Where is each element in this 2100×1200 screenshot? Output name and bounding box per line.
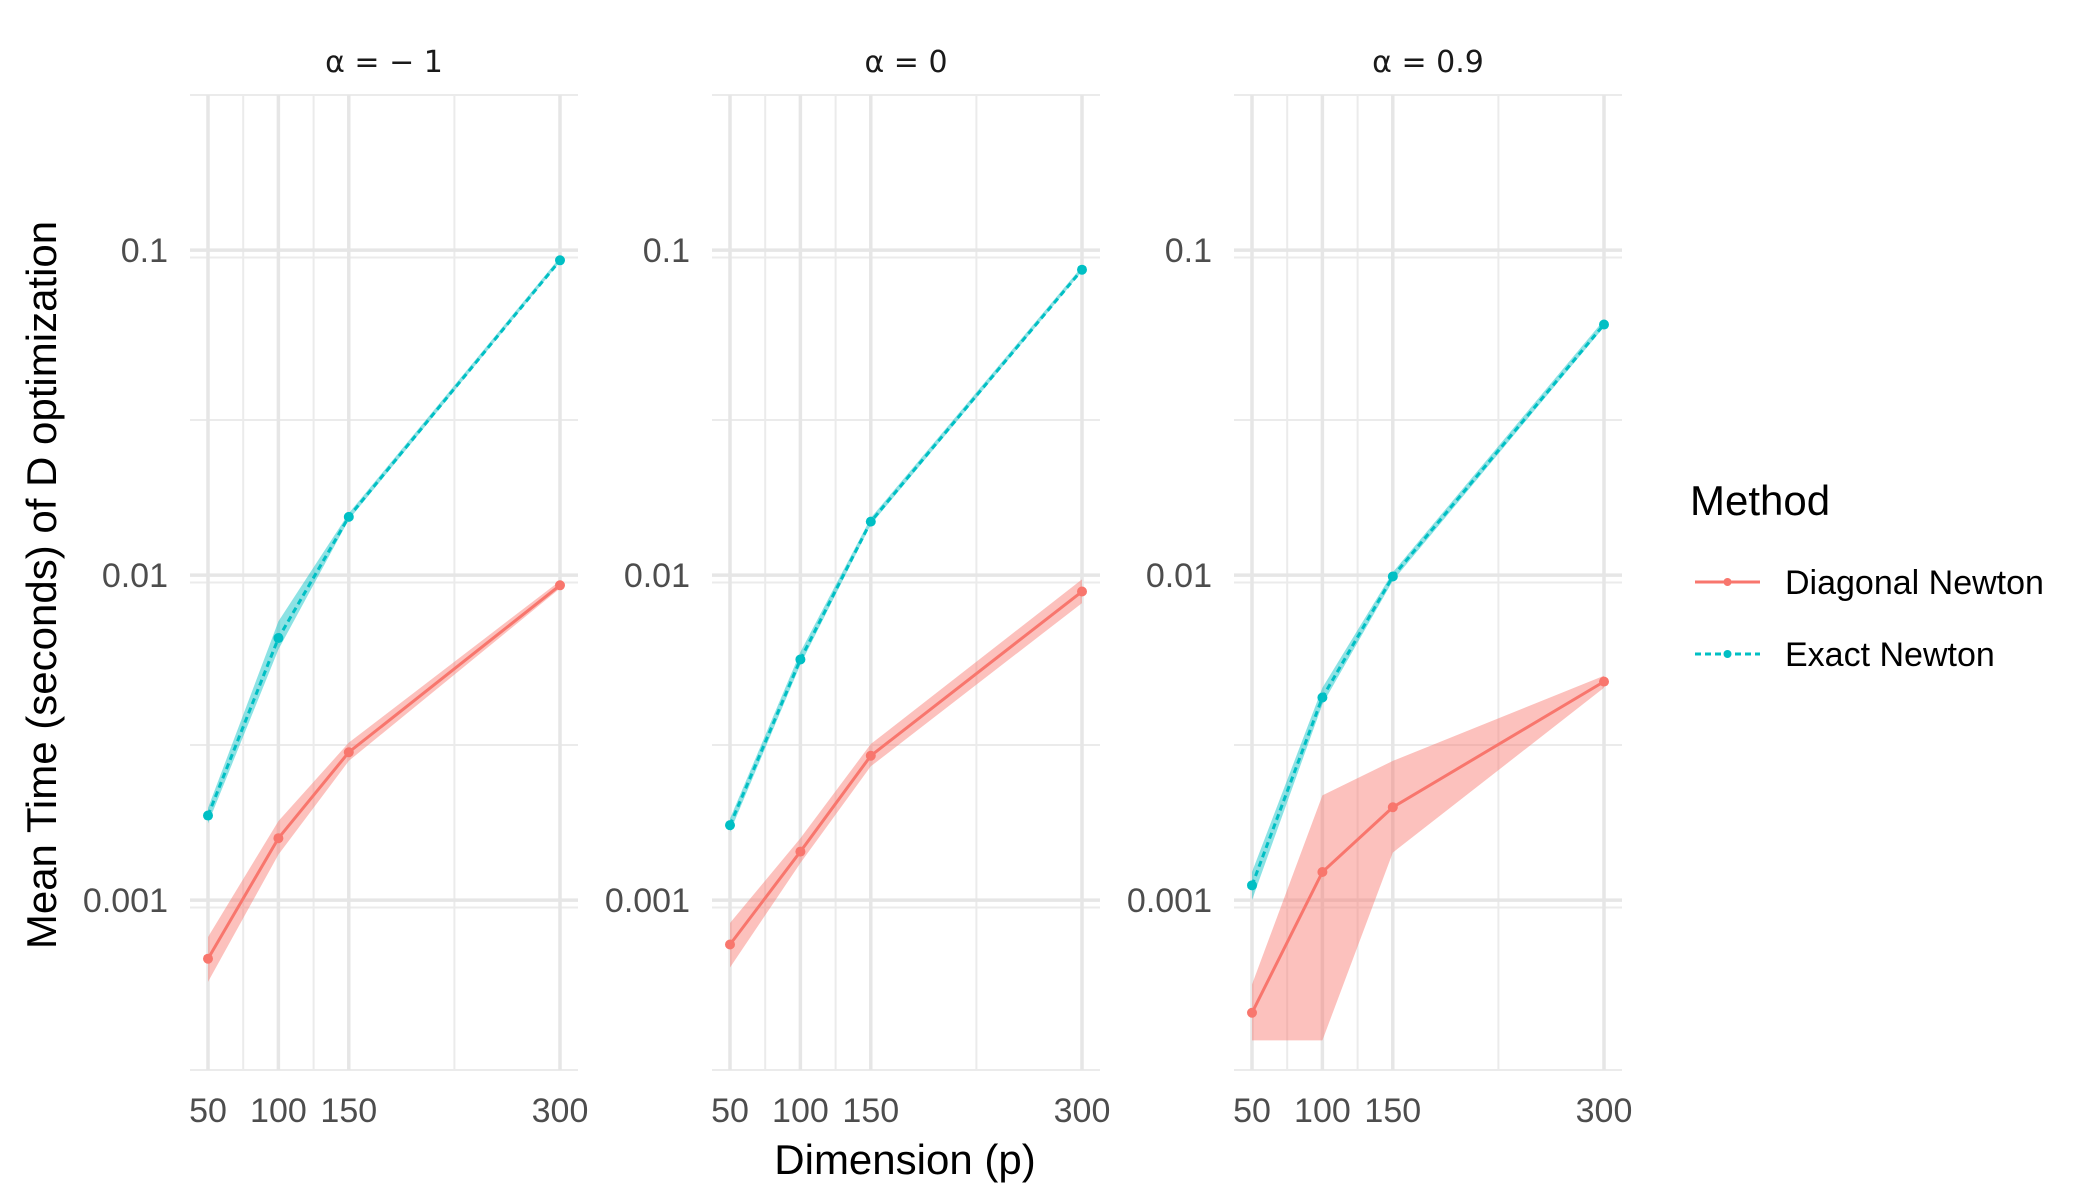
series-line-exact-newton [728, 268, 1084, 826]
panel-2: α = 0 0.001 0.01 0.1 50 100 150 300 [605, 45, 1110, 1130]
y-axis-title: Mean Time (seconds) of D optimization [18, 221, 65, 949]
y-tick-label: 0.1 [1165, 232, 1212, 270]
panel-3: α = 0.9 0.001 0.01 0.1 50 100 150 300 [1127, 45, 1632, 1130]
legend-item-diagonal-newton: Diagonal Newton [1695, 564, 2044, 602]
series-line-exact-newton [206, 259, 562, 817]
confidence-band-exact-newton [208, 257, 560, 824]
legend-key-point-diagonal-newton [1723, 578, 1732, 586]
data-point-diagonal-newton [795, 846, 806, 857]
data-point-diagonal-newton [273, 833, 284, 844]
chart-panels: α = − 1 0.001 0.01 0.1 50 100 150 300 α = 0 0.001… [83, 45, 1632, 1130]
x-tick-label: 50 [1233, 1092, 1271, 1130]
confidence-band-diagonal-newton [730, 579, 1082, 968]
x-tick-label: 100 [250, 1092, 307, 1130]
confidence-band-exact-newton [730, 266, 1082, 832]
data-point-diagonal-newton [1317, 866, 1328, 877]
data-point-exact-newton [1077, 264, 1087, 275]
x-tick-label: 50 [189, 1092, 227, 1130]
y-tick-label: 0.01 [624, 557, 690, 595]
x-tick-label: 150 [320, 1092, 377, 1130]
series-line-diagonal-newton [206, 584, 561, 960]
y-tick-label: 0.01 [102, 557, 168, 595]
data-point-exact-newton [795, 654, 806, 665]
x-tick-label: 50 [711, 1092, 749, 1130]
data-point-exact-newton [1247, 880, 1257, 891]
legend-title: Method [1690, 477, 1830, 524]
data-point-diagonal-newton [1599, 676, 1609, 687]
legend-label-exact-newton: Exact Newton [1785, 636, 1995, 674]
y-tick-label: 0.001 [1127, 882, 1212, 920]
data-point-diagonal-newton [865, 750, 876, 761]
confidence-band-diagonal-newton [1252, 675, 1604, 1041]
data-point-diagonal-newton [555, 580, 565, 591]
x-tick-label: 300 [1054, 1092, 1111, 1130]
x-tick-label: 150 [842, 1092, 899, 1130]
x-tick-label: 300 [1576, 1092, 1633, 1130]
x-tick-label: 100 [1294, 1092, 1351, 1130]
panel-strip-label: α = − 1 [325, 45, 443, 80]
data-point-exact-newton [273, 633, 284, 644]
series-line-exact-newton [1250, 323, 1606, 886]
data-point-diagonal-newton [1077, 586, 1087, 597]
legend-label-diagonal-newton: Diagonal Newton [1785, 564, 2044, 602]
y-tick-label: 0.01 [1146, 557, 1212, 595]
y-tick-label: 0.1 [643, 232, 690, 270]
data-point-diagonal-newton [343, 747, 354, 758]
series-line-diagonal-newton [1250, 680, 1605, 1014]
panel-1: α = − 1 0.001 0.01 0.1 50 100 150 300 [83, 45, 588, 1130]
data-point-exact-newton [1387, 571, 1398, 582]
panel-strip-label: α = 0 [864, 45, 947, 80]
data-point-diagonal-newton [1387, 802, 1398, 813]
data-point-exact-newton [343, 511, 354, 522]
x-tick-label: 150 [1364, 1092, 1421, 1130]
legend: Method Diagonal Newton Exact Newton [1690, 477, 2044, 674]
data-point-exact-newton [1599, 319, 1609, 330]
series-line-diagonal-newton [728, 590, 1083, 946]
x-tick-label: 300 [532, 1092, 589, 1130]
y-tick-label: 0.001 [605, 882, 690, 920]
data-point-diagonal-newton [203, 953, 213, 964]
x-axis-title: Dimension (p) [774, 1136, 1035, 1183]
data-point-diagonal-newton [1247, 1007, 1257, 1018]
y-tick-label: 0.001 [83, 882, 168, 920]
data-point-exact-newton [203, 810, 213, 821]
data-point-exact-newton [865, 516, 876, 527]
data-point-diagonal-newton [725, 939, 735, 950]
legend-key-point-exact-newton [1723, 650, 1732, 658]
panel-strip-label: α = 0.9 [1372, 45, 1484, 80]
data-point-exact-newton [1317, 692, 1328, 703]
data-point-exact-newton [555, 255, 565, 266]
confidence-band-diagonal-newton [208, 580, 560, 982]
x-tick-label: 100 [772, 1092, 829, 1130]
y-tick-label: 0.1 [121, 232, 168, 270]
legend-item-exact-newton: Exact Newton [1695, 636, 1995, 674]
data-point-exact-newton [725, 820, 735, 831]
